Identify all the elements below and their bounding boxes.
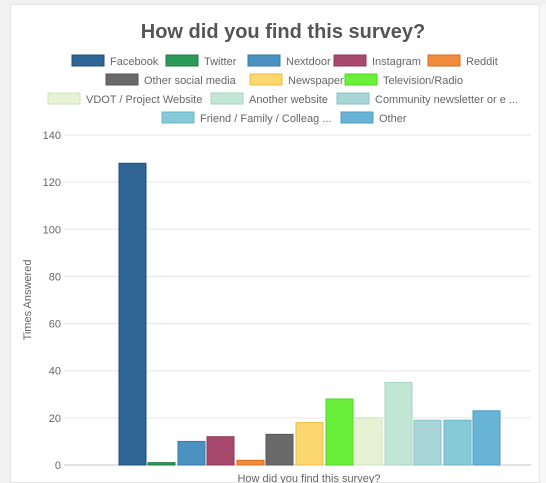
y-tick-label: 120 <box>43 177 61 189</box>
bar[interactable] <box>147 462 176 466</box>
card-right-edge <box>540 4 546 483</box>
legend-label[interactable]: Friend / Family / Colleag ... <box>200 113 331 125</box>
bar[interactable] <box>265 433 294 466</box>
bar[interactable] <box>384 382 413 466</box>
legend-swatch[interactable] <box>161 111 195 124</box>
bar[interactable] <box>325 398 354 466</box>
bar[interactable] <box>472 410 501 466</box>
y-tick-label: 40 <box>49 366 61 378</box>
legend-label[interactable]: Television/Radio <box>383 75 463 87</box>
legend-label[interactable]: Facebook <box>110 56 159 68</box>
x-axis-title: How did you find this survey? <box>237 473 380 483</box>
legend-swatch[interactable] <box>105 73 139 86</box>
legend: Facebook Twitter Nextdoor Instagram Reddit Ot… <box>47 54 518 125</box>
bar[interactable] <box>295 422 324 466</box>
legend-swatch[interactable] <box>249 73 283 86</box>
bar[interactable] <box>206 436 235 466</box>
legend-label[interactable]: Twitter <box>204 56 237 68</box>
legend-swatch[interactable] <box>71 54 105 67</box>
legend-swatch[interactable] <box>427 54 461 67</box>
legend-swatch[interactable] <box>47 92 81 105</box>
bar[interactable] <box>236 459 265 466</box>
legend-swatch[interactable] <box>210 92 244 105</box>
legend-label[interactable]: Instagram <box>372 56 421 68</box>
y-tick-label: 80 <box>49 271 61 283</box>
legend-label[interactable]: Reddit <box>466 56 498 68</box>
y-tick-label: 60 <box>49 319 61 331</box>
y-axis-title: Times Answered <box>22 260 34 341</box>
bar[interactable] <box>443 419 472 466</box>
y-tick-label: 100 <box>43 224 61 236</box>
legend-swatch[interactable] <box>247 54 281 67</box>
y-tick-label: 20 <box>49 413 61 425</box>
chart-title: How did you find this survey? <box>141 21 425 43</box>
legend-swatch[interactable] <box>333 54 367 67</box>
legend-label[interactable]: VDOT / Project Website <box>86 94 202 106</box>
bar[interactable] <box>177 440 206 466</box>
legend-swatch[interactable] <box>165 54 199 67</box>
legend-label[interactable]: Other <box>379 113 407 125</box>
legend-label[interactable]: Other social media <box>144 75 237 87</box>
legend-swatch[interactable] <box>340 111 374 124</box>
bar[interactable] <box>354 417 383 466</box>
bar[interactable] <box>118 162 147 466</box>
legend-label[interactable]: Community newsletter or e ... <box>375 94 518 106</box>
legend-label[interactable]: Nextdoor <box>286 56 331 68</box>
legend-label[interactable]: Newspaper <box>288 75 344 87</box>
bar[interactable] <box>413 419 442 466</box>
bars <box>118 162 501 466</box>
y-tick-label: 0 <box>55 460 61 472</box>
legend-swatch[interactable] <box>344 73 378 86</box>
y-tick-label: 140 <box>43 130 61 142</box>
legend-swatch[interactable] <box>336 92 370 105</box>
legend-label[interactable]: Another website <box>249 94 328 106</box>
y-axis-ticks: 0 20 40 60 80 100 120 140 <box>43 130 61 472</box>
